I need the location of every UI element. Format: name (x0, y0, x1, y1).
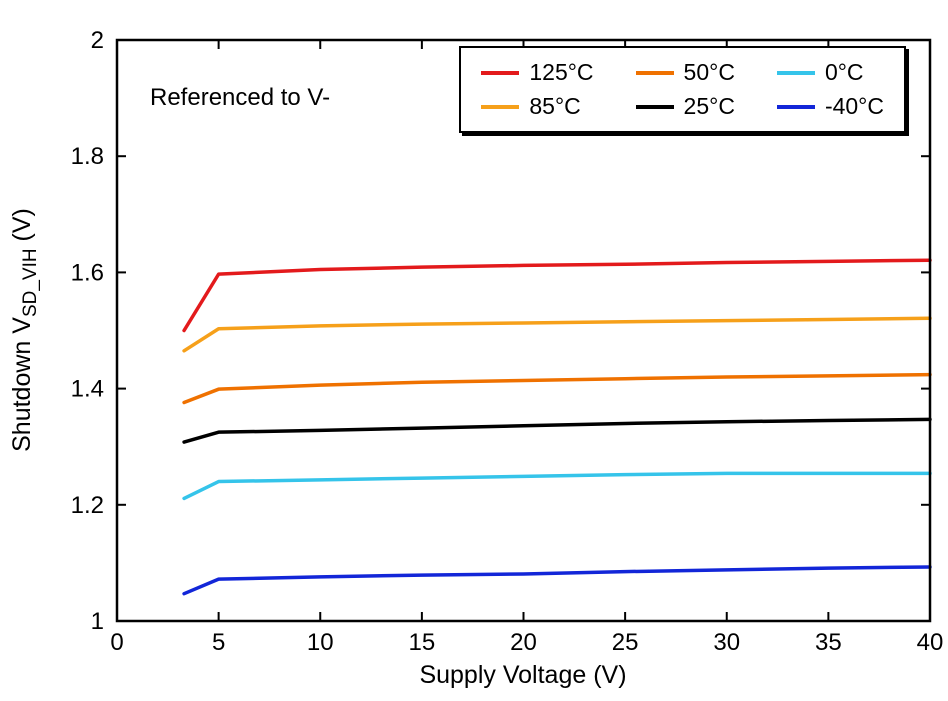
x-tick-label: 0 (110, 629, 123, 656)
y-tick-label: 1.4 (71, 376, 104, 403)
y-axis-title-subscript: SD_VIH (20, 248, 41, 317)
legend-entry: 125°C (481, 59, 594, 86)
x-axis-title: Supply Voltage (V) (419, 661, 626, 689)
y-axis-title-units: (V) (8, 208, 36, 248)
legend: 125°C 50°C 0°C 85°C 25°C -40°C (459, 46, 906, 133)
legend-swatch (481, 70, 520, 75)
y-tick-label: 1.8 (71, 143, 104, 170)
y-axis-title: Shutdown VSD_VIH (V) (8, 208, 41, 452)
legend-label: -40°C (824, 93, 884, 119)
plot-area: 0 5 10 15 20 25 30 35 40 1 1.2 1.4 1.6 1.8 2 (71, 27, 944, 656)
legend-swatch (776, 104, 815, 109)
x-tick-label: 40 (917, 629, 944, 656)
x-tick-label: 35 (815, 629, 842, 656)
legend-entry: 25°C (635, 93, 735, 120)
series-line (182, 372, 932, 405)
legend-swatch (635, 70, 674, 75)
series-line (182, 565, 932, 596)
y-tick-label: 1.6 (71, 259, 104, 286)
series-line (182, 417, 932, 444)
x-tick-label: 5 (212, 629, 225, 656)
annotation-referenced-to-v-minus: Referenced to V- (150, 84, 331, 111)
y-tick-label: 2 (91, 27, 104, 54)
series-line (182, 258, 932, 333)
series-line (182, 316, 932, 353)
y-tick-label: 1 (91, 608, 104, 635)
x-tick-label: 10 (307, 629, 334, 656)
x-tick-label: 25 (612, 629, 639, 656)
legend-label: 25°C (683, 93, 735, 119)
legend-swatch (776, 70, 815, 75)
legend-entry: 85°C (481, 93, 593, 120)
y-tick-label: 1.2 (71, 492, 104, 519)
legend-swatch (635, 104, 674, 109)
x-tick-label: 15 (409, 629, 436, 656)
y-axis-title-main: Shutdown V (8, 317, 36, 452)
plot-frame (115, 38, 932, 623)
legend-entry: 0°C (776, 59, 884, 86)
legend-label: 0°C (824, 59, 864, 85)
legend-entry: -40°C (776, 93, 884, 120)
x-tick-label: 20 (510, 629, 537, 656)
legend-label: 85°C (529, 93, 581, 119)
legend-label: 50°C (683, 59, 735, 85)
legend-label: 125°C (529, 59, 594, 85)
x-tick-label: 30 (713, 629, 740, 656)
legend-entry: 50°C (635, 59, 735, 86)
series-line (182, 471, 932, 501)
legend-swatch (481, 104, 520, 109)
